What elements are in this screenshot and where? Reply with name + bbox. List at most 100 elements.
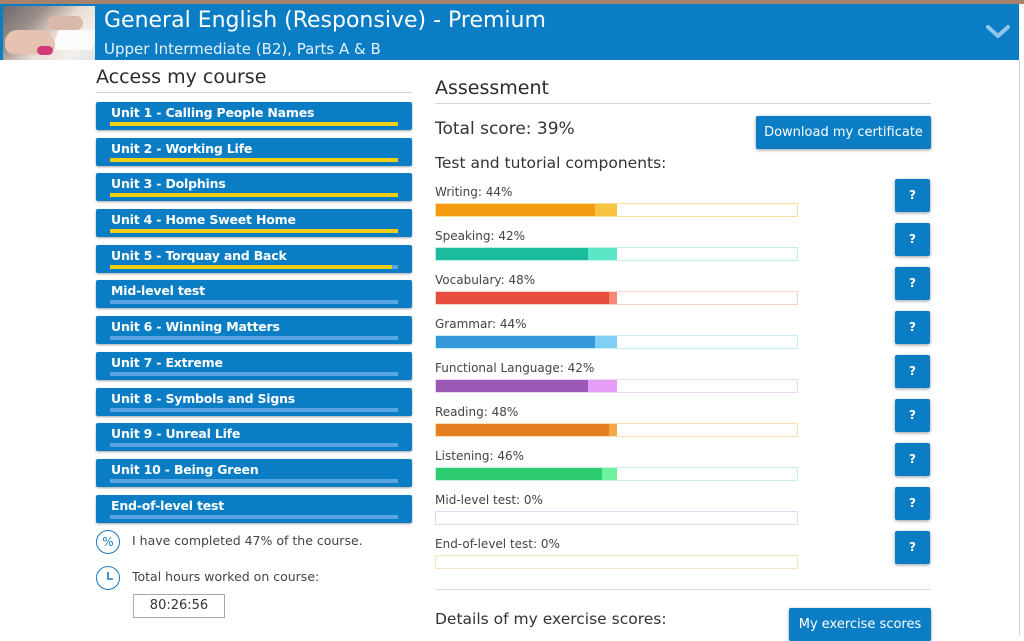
- unit-progress-bar: [110, 229, 398, 234]
- unit-progress-fill: [110, 157, 398, 162]
- total-score: Total score: 39%: [435, 119, 575, 139]
- component-help-button[interactable]: ?: [895, 355, 930, 388]
- component-row: Speaking: 42%?: [435, 223, 931, 269]
- unit-progress-bar: [110, 514, 398, 519]
- component-row: Writing: 44%?: [435, 179, 931, 225]
- completion-stat: % I have completed 47% of the course.: [96, 530, 412, 566]
- component-row: Listening: 46%?: [435, 443, 931, 489]
- component-help-button[interactable]: ?: [895, 311, 930, 344]
- unit-progress-bar: [110, 300, 398, 305]
- unit-label: Unit 7 - Extreme: [111, 354, 223, 370]
- completion-text: I have completed 47% of the course.: [132, 533, 363, 549]
- unit-label: End-of-level test: [111, 497, 225, 513]
- assessment-title: Assessment: [435, 77, 931, 104]
- unit-label: Unit 1 - Calling People Names: [111, 105, 315, 120]
- component-label: Listening: 46%: [435, 449, 525, 463]
- components-title: Test and tutorial components:: [435, 154, 667, 172]
- component-label: Writing: 44%: [435, 185, 513, 199]
- unit-label: Unit 8 - Symbols and Signs: [111, 390, 296, 406]
- exercise-scores-title: Details of my exercise scores:: [435, 610, 667, 628]
- hours-stat: Total hours worked on course: 80:26:56: [96, 566, 412, 619]
- unit-progress-fill: [110, 122, 398, 126]
- component-row: Functional Language: 42%?: [435, 355, 931, 401]
- unit-button[interactable]: Unit 6 - Winning Matters: [96, 316, 412, 345]
- component-label: Vocabulary: 48%: [435, 273, 536, 287]
- percent-icon: %: [96, 530, 120, 555]
- component-progress-bar: [435, 467, 798, 481]
- component-row: Mid-level test: 0%?: [435, 487, 931, 533]
- component-help-button[interactable]: ?: [895, 487, 930, 520]
- course-title: General English (Responsive) - Premium: [104, 8, 546, 33]
- chevron-down-icon[interactable]: [985, 20, 1011, 42]
- component-help-button[interactable]: ?: [895, 179, 930, 212]
- unit-button[interactable]: Unit 4 - Home Sweet Home: [96, 209, 412, 238]
- unit-button[interactable]: Mid-level test: [96, 280, 412, 309]
- unit-progress-bar: [110, 407, 398, 412]
- unit-label: Unit 3 - Dolphins: [111, 176, 226, 192]
- top-border: [0, 0, 1024, 4]
- download-certificate-button[interactable]: Download my certificate: [756, 116, 931, 149]
- component-progress-bar: [435, 423, 798, 437]
- unit-label: Unit 10 - Being Green: [111, 461, 259, 477]
- component-label: Speaking: 42%: [435, 229, 526, 243]
- component-row: Reading: 48%?: [435, 399, 931, 445]
- component-score-fill: [436, 468, 603, 480]
- unit-progress-bar: [110, 122, 398, 126]
- unit-progress-bar: [110, 264, 398, 269]
- unit-button[interactable]: Unit 2 - Working Life: [96, 137, 412, 166]
- unit-button[interactable]: Unit 5 - Torquay and Back: [96, 244, 412, 273]
- hours-label: Total hours worked on course:: [132, 569, 320, 585]
- component-help-button[interactable]: ?: [895, 443, 930, 476]
- unit-progress-bar: [110, 336, 398, 341]
- component-label: Reading: 48%: [435, 405, 519, 419]
- component-score-fill: [436, 424, 610, 436]
- component-progress-bar: [435, 291, 798, 305]
- unit-progress-fill: [110, 229, 398, 234]
- unit-progress-fill: [110, 193, 398, 198]
- component-progress-bar: [435, 511, 798, 525]
- component-score-fill: [436, 292, 610, 304]
- component-label: Mid-level test: 0%: [435, 493, 543, 507]
- unit-button[interactable]: Unit 9 - Unreal Life: [96, 423, 412, 452]
- course-thumbnail-image: [3, 6, 95, 60]
- unit-label: Unit 2 - Working Life: [111, 140, 253, 156]
- unit-label: Unit 6 - Winning Matters: [111, 319, 280, 335]
- unit-label: Unit 9 - Unreal Life: [111, 426, 241, 442]
- unit-button[interactable]: Unit 10 - Being Green: [96, 458, 412, 487]
- unit-progress-bar: [110, 371, 398, 376]
- my-exercise-scores-button[interactable]: My exercise scores: [789, 608, 931, 641]
- unit-button[interactable]: End-of-level test: [96, 494, 412, 523]
- assessment-panel: Assessment Total score: 39% Download my …: [435, 77, 931, 641]
- unit-label: Unit 5 - Torquay and Back: [111, 247, 287, 263]
- unit-progress-bar: [110, 157, 398, 162]
- clock-icon: [96, 566, 120, 591]
- component-progress-bar: [435, 555, 798, 569]
- component-help-button[interactable]: ?: [895, 531, 930, 564]
- component-label: End-of-level test: 0%: [435, 537, 560, 551]
- component-help-button[interactable]: ?: [895, 267, 930, 300]
- component-score-fill: [436, 248, 588, 260]
- unit-button[interactable]: Unit 3 - Dolphins: [96, 173, 412, 202]
- component-score-fill: [436, 380, 588, 392]
- component-progress-bar: [435, 247, 798, 261]
- course-subtitle: Upper Intermediate (B2), Parts A & B: [104, 40, 381, 58]
- component-help-button[interactable]: ?: [895, 223, 930, 256]
- page-border: [1019, 60, 1020, 635]
- unit-list: Unit 1 - Calling People Names Unit 2 - Wo…: [96, 102, 412, 523]
- component-row: Vocabulary: 48%?: [435, 267, 931, 313]
- component-label: Functional Language: 42%: [435, 361, 595, 375]
- hours-value: 80:26:56: [133, 594, 225, 619]
- component-help-button[interactable]: ?: [895, 399, 930, 432]
- component-score-fill: [436, 204, 595, 216]
- component-row: Grammar: 44%?: [435, 311, 931, 357]
- unit-label: Mid-level test: [111, 283, 205, 299]
- unit-button[interactable]: Unit 1 - Calling People Names: [96, 102, 412, 130]
- unit-button[interactable]: Unit 7 - Extreme: [96, 351, 412, 380]
- component-progress-bar: [435, 203, 798, 217]
- unit-progress-fill: [110, 264, 393, 269]
- component-progress-bar: [435, 379, 798, 393]
- unit-button[interactable]: Unit 8 - Symbols and Signs: [96, 387, 412, 416]
- component-row: End-of-level test: 0%?: [435, 531, 931, 577]
- unit-progress-bar: [110, 193, 398, 198]
- unit-progress-bar: [110, 443, 398, 448]
